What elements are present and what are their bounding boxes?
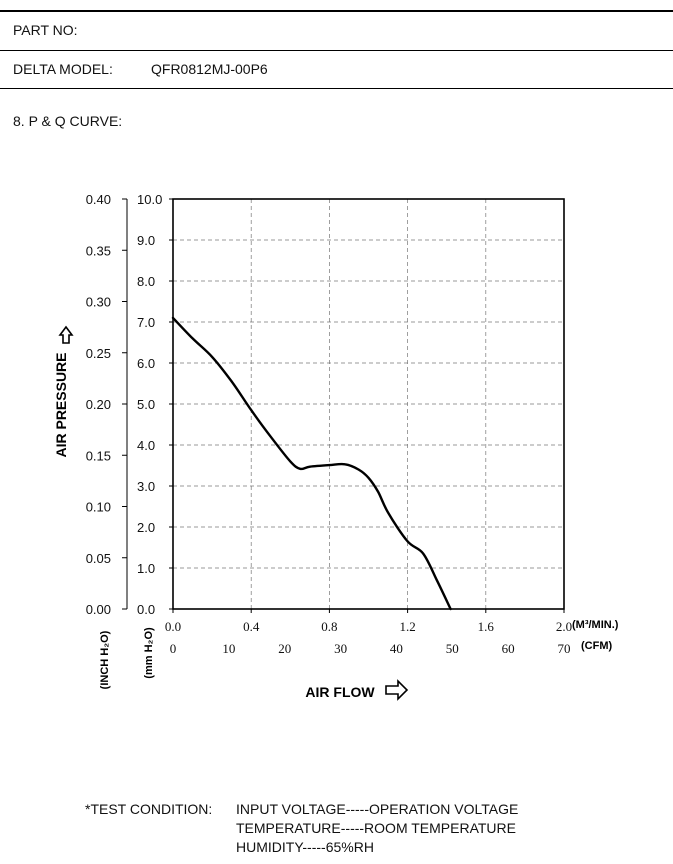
m3-min-ticks: 0.0 0.4 0.8 1.2 1.6 2.0 bbox=[165, 609, 572, 634]
cfm-tick-label: 10 bbox=[222, 641, 235, 656]
inch-h2o-tick-label: 0.05 bbox=[86, 551, 111, 566]
inch-h2o-tick-label: 0.20 bbox=[86, 397, 111, 412]
cfm-tick-label: 70 bbox=[558, 641, 571, 656]
m3-min-unit: (M³/MIN.) bbox=[572, 619, 619, 631]
mm-h2o-unit: (mm H₂O) bbox=[143, 627, 155, 679]
divider bbox=[0, 88, 673, 89]
mm-h2o-tick-label: 2.0 bbox=[137, 520, 155, 535]
cfm-tick-label: 30 bbox=[334, 641, 347, 656]
test-condition-line: INPUT VOLTAGE-----OPERATION VOLTAGE bbox=[236, 801, 519, 817]
m3-min-tick-label: 2.0 bbox=[556, 619, 572, 634]
test-condition-line: TEMPERATURE-----ROOM TEMPERATURE bbox=[236, 820, 516, 836]
model-label: DELTA MODEL: bbox=[13, 61, 113, 77]
m3-min-tick-label: 0.8 bbox=[321, 619, 337, 634]
inch-h2o-tick-label: 0.00 bbox=[86, 602, 111, 617]
inch-h2o-tick-label: 0.25 bbox=[86, 346, 111, 361]
cfm-tick-label: 50 bbox=[446, 641, 459, 656]
mm-h2o-tick-label: 0.0 bbox=[137, 602, 155, 617]
grid-lines bbox=[173, 199, 564, 609]
cfm-tick-label: 20 bbox=[278, 641, 291, 656]
inch-h2o-tick-label: 0.35 bbox=[86, 243, 111, 258]
m3-min-tick-label: 1.2 bbox=[399, 619, 415, 634]
right-arrow-icon bbox=[385, 679, 409, 701]
cfm-tick-label: 40 bbox=[390, 641, 403, 656]
inch-h2o-tick-label: 0.15 bbox=[86, 448, 111, 463]
inch-h2o-tick-label: 0.40 bbox=[86, 192, 111, 207]
top-rule bbox=[0, 10, 673, 12]
cfm-tick-label: 0 bbox=[170, 641, 177, 656]
cfm-unit: (CFM) bbox=[581, 640, 612, 652]
inch-h2o-unit: (INCH H₂O) bbox=[99, 630, 111, 689]
m3-min-tick-label: 1.6 bbox=[478, 619, 495, 634]
mm-h2o-tick-label: 9.0 bbox=[137, 233, 155, 248]
model-value: QFR0812MJ-00P6 bbox=[151, 61, 268, 77]
inch-h2o-tick-label: 0.30 bbox=[86, 295, 111, 310]
m3-min-tick-label: 0.4 bbox=[243, 619, 260, 634]
mm-h2o-tick-label: 10.0 bbox=[137, 192, 162, 207]
cfm-tick-label: 60 bbox=[502, 641, 515, 656]
divider bbox=[0, 50, 673, 51]
pq-curve-chart: 0.000.050.100.150.200.250.300.350.40 0.0… bbox=[53, 192, 619, 701]
pq-curve-line bbox=[171, 316, 452, 611]
mm-h2o-tick-label: 6.0 bbox=[137, 356, 155, 371]
inch-h2o-tick-label: 0.10 bbox=[86, 500, 111, 515]
part-no-label: PART NO: bbox=[13, 22, 78, 38]
section-title: 8. P & Q CURVE: bbox=[13, 113, 123, 129]
mm-h2o-tick-label: 5.0 bbox=[137, 397, 155, 412]
y-axis-title: AIR PRESSURE bbox=[53, 352, 69, 457]
mm-h2o-tick-label: 8.0 bbox=[137, 274, 155, 289]
cfm-ticks: 0 10 20 30 40 50 60 70 bbox=[170, 641, 571, 656]
x-axis-title: AIR FLOW bbox=[305, 684, 375, 700]
mm-h2o-tick-label: 4.0 bbox=[137, 438, 155, 453]
test-condition-label: *TEST CONDITION: bbox=[85, 801, 213, 817]
mm-h2o-tick-label: 1.0 bbox=[137, 561, 155, 576]
mm-h2o-tick-label: 3.0 bbox=[137, 479, 155, 494]
mm-h2o-tick-label: 7.0 bbox=[137, 315, 155, 330]
up-arrow-icon bbox=[58, 325, 74, 344]
inch-h2o-ticks: 0.00 0.05 0.10 0.15 0.20 0.25 0.30 0.35 0.40 bbox=[86, 192, 127, 617]
mm-h2o-ticks: 0.0 1.0 2.0 3.0 4.0 5.0 6.0 7.0 8.0 9.0 10.0 bbox=[137, 192, 173, 617]
test-condition-line: HUMIDITY-----65%RH bbox=[236, 839, 374, 855]
m3-min-tick-label: 0.0 bbox=[165, 619, 181, 634]
